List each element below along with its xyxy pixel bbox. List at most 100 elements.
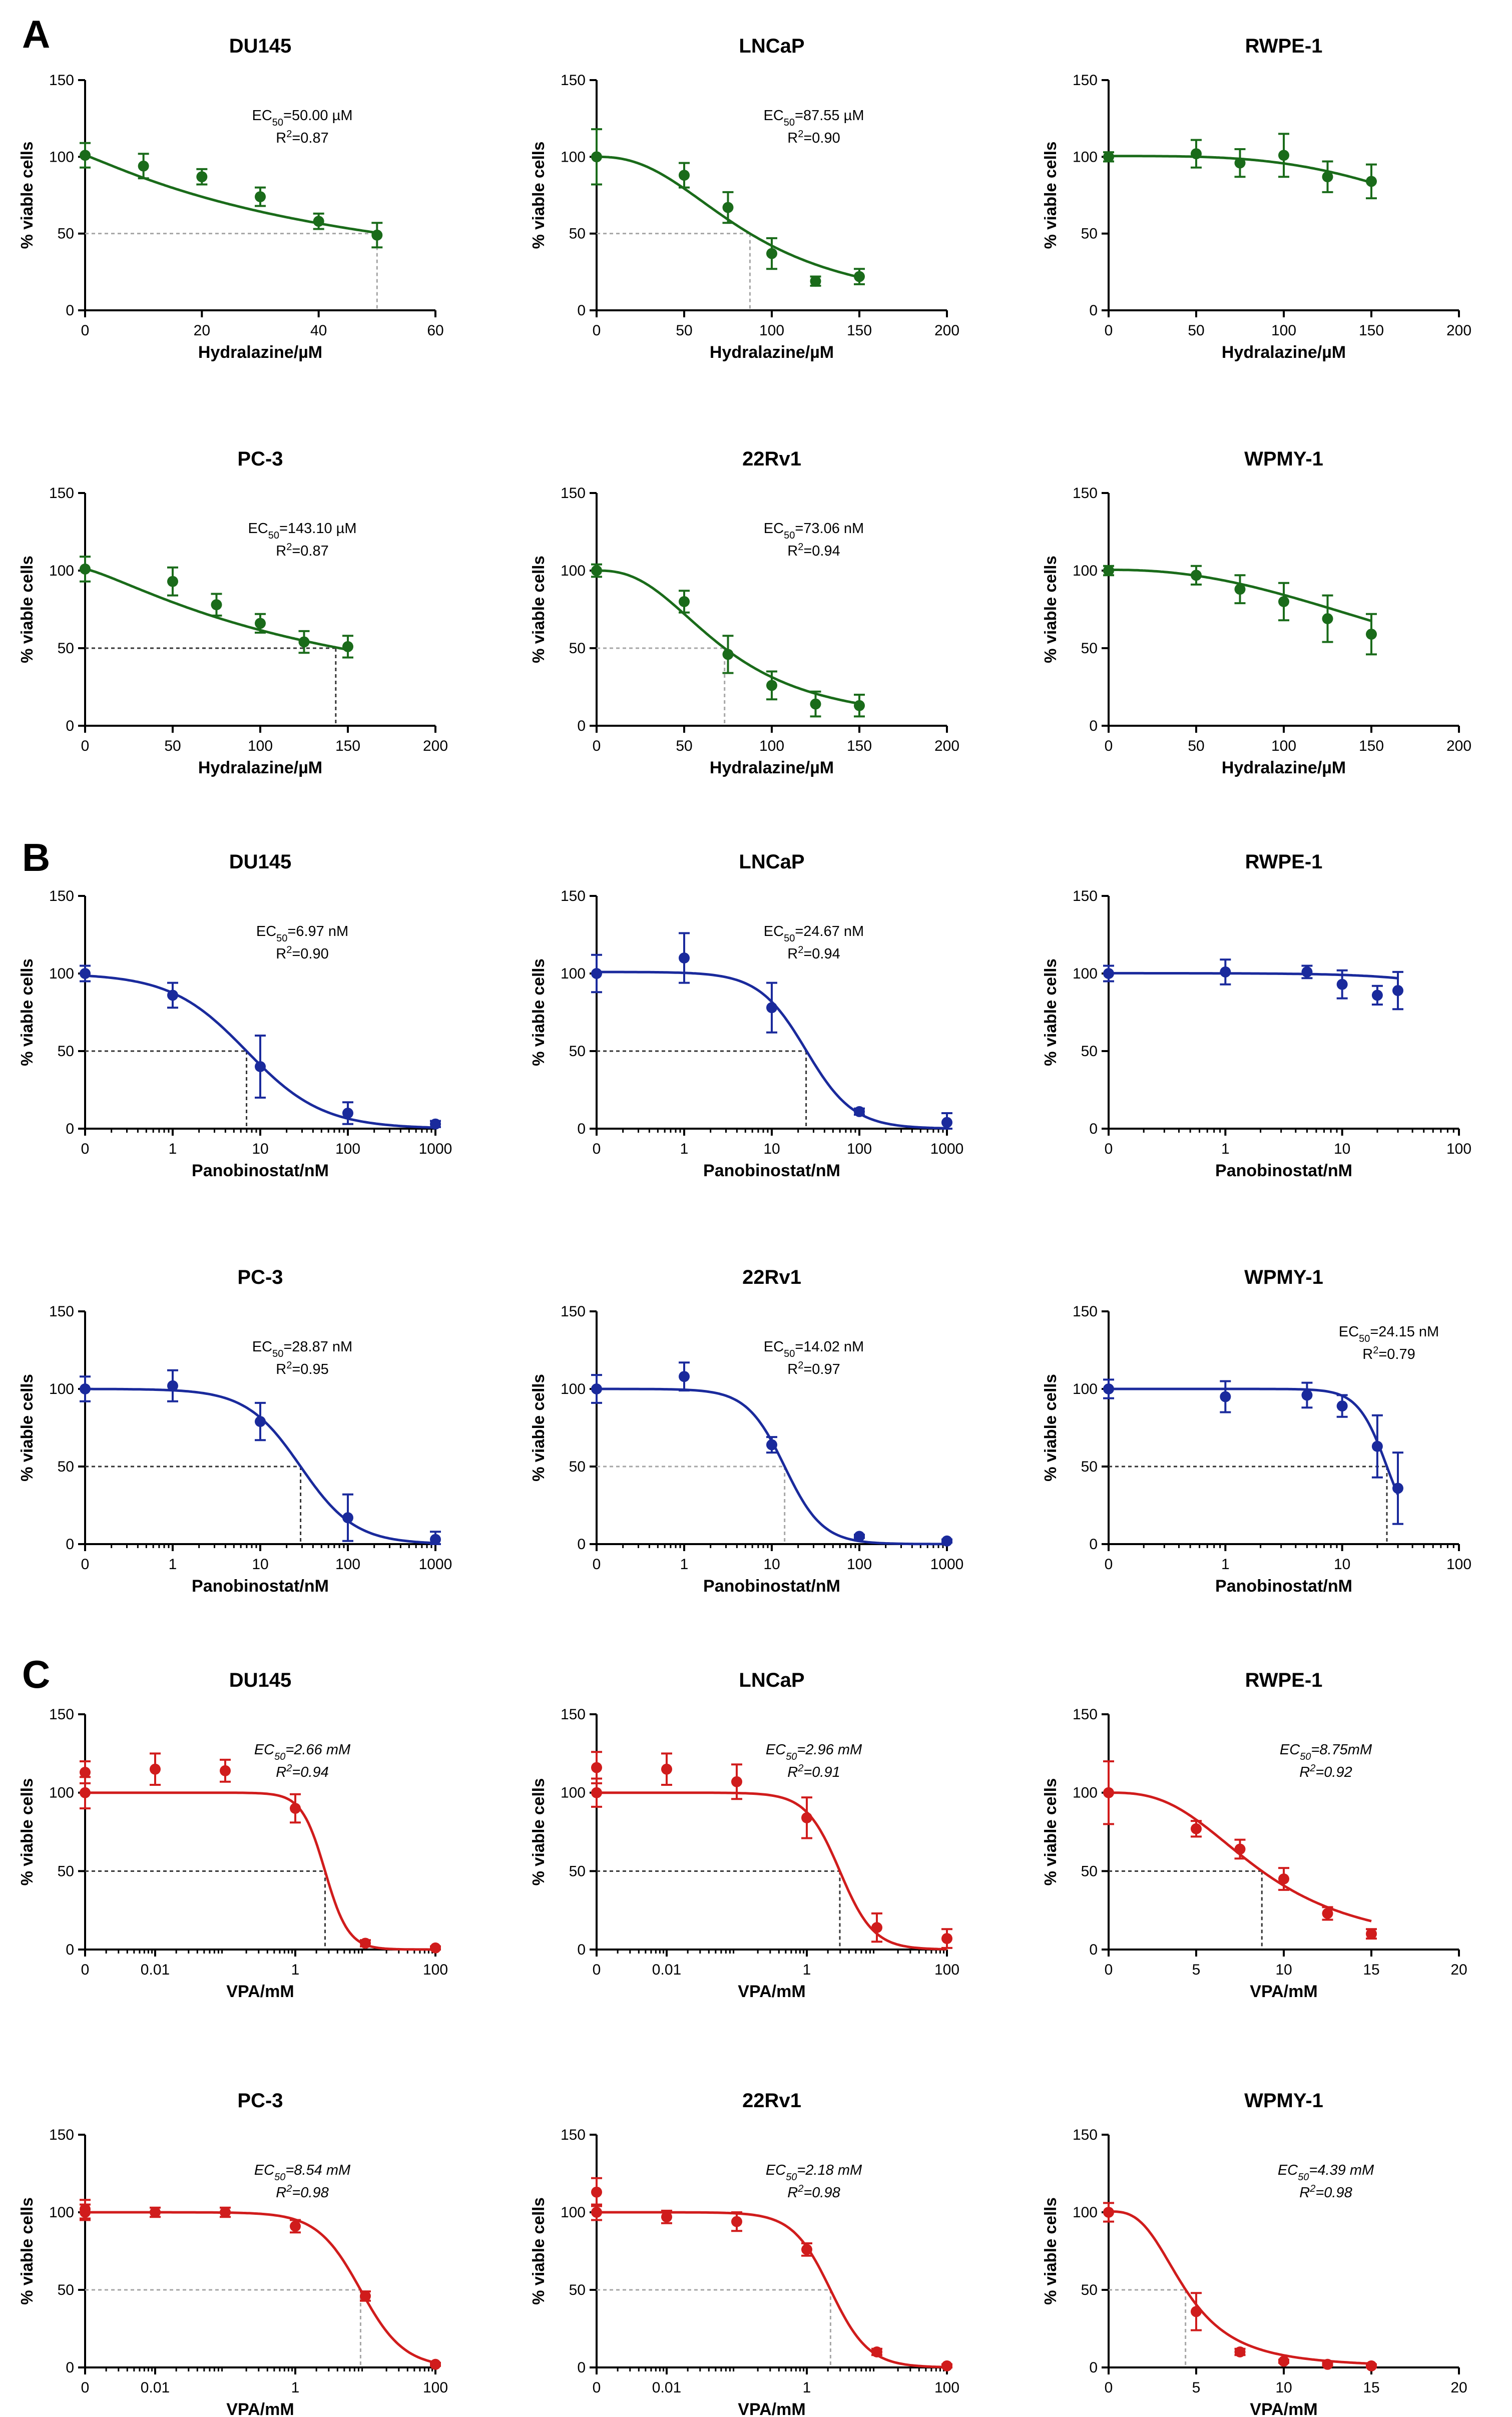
ec50-annotation: EC50=2.18 mM: [766, 2162, 862, 2183]
r2-prefix: R: [787, 1764, 798, 1780]
r2-value: =0.95: [292, 1361, 328, 1377]
data-point: [591, 1762, 602, 1773]
data-point: [591, 1383, 602, 1394]
panel-letter-a: A: [22, 12, 50, 56]
y-tick-label: 50: [569, 226, 586, 242]
chart-title: 22Rv1: [742, 448, 801, 470]
data-point: [679, 952, 690, 963]
ec50-prefix: EC: [766, 2162, 786, 2178]
x-tick-label: 0: [593, 1556, 601, 1573]
data-point: [360, 2290, 371, 2302]
chart-title: LNCaP: [739, 1669, 804, 1691]
panel-letter-b: B: [22, 835, 50, 879]
y-axis-label: % viable cells: [18, 958, 36, 1066]
data-point: [854, 1531, 865, 1542]
chart-c-4: 0 50 100 150 0 0.01 1 100 PC-3 VPA/mM % viable cel…: [18, 2090, 448, 2417]
y-tick-label: 50: [58, 1043, 74, 1060]
ec50-value: =50.00 µM: [283, 108, 352, 124]
x-axis-label: VPA/mM: [1250, 2400, 1317, 2417]
r2-value: =0.98: [292, 2185, 328, 2201]
y-tick-label: 0: [66, 1536, 74, 1553]
data-point: [1366, 176, 1377, 187]
data-point: [1191, 2306, 1202, 2317]
y-tick-label: 100: [561, 1381, 586, 1397]
y-tick-label: 50: [1081, 1043, 1098, 1060]
y-tick-label: 100: [1073, 1785, 1098, 1801]
chart-title: PC-3: [237, 2090, 283, 2112]
ec50-annotation: EC50=28.87 nM: [252, 1339, 352, 1359]
chart-a-3: 0 50 100 150 0 50 100 150 200 RWPE-1 Hydralazine/µ…: [1041, 35, 1471, 362]
data-point: [255, 1061, 266, 1072]
data-point: [1103, 151, 1114, 163]
x-axis-label: Panobinostat/nM: [192, 1577, 329, 1596]
x-tick-label: 0: [593, 322, 601, 339]
fit-curve: [597, 2211, 947, 2368]
x-tick-label: 1000: [419, 1141, 452, 1157]
x-tick-label: 50: [164, 738, 181, 754]
y-tick-label: 100: [49, 563, 74, 579]
data-point: [810, 698, 821, 710]
ec50-annotation: EC50=8.75mM: [1280, 1742, 1372, 1762]
data-point: [138, 160, 149, 172]
ec50-subscript: 50: [1298, 2172, 1309, 2183]
data-point: [1336, 1400, 1348, 1412]
r2-value: =0.79: [1378, 1346, 1415, 1362]
chart-title: DU145: [229, 1669, 292, 1691]
r2-prefix: R: [276, 130, 286, 146]
y-tick-label: 100: [1073, 563, 1098, 579]
r2-value: =0.90: [292, 946, 328, 962]
r2-superscript: 2: [1309, 1763, 1315, 1774]
y-tick-label: 100: [1073, 965, 1098, 982]
ec50-value: =4.39 mM: [1309, 2162, 1374, 2178]
x-tick-label: 150: [847, 322, 872, 339]
ec50-annotation: EC50=87.55 µM: [764, 108, 864, 128]
x-tick-label: 10: [1275, 1962, 1292, 1978]
y-tick-label: 0: [577, 1942, 586, 1958]
r2-prefix: R: [276, 1764, 286, 1780]
ec50-prefix: EC: [764, 521, 784, 537]
y-tick-label: 100: [561, 149, 586, 165]
x-tick-label: 1: [803, 1962, 811, 1978]
x-tick-label: 100: [1446, 1141, 1471, 1157]
data-point: [679, 170, 690, 181]
ec50-subscript: 50: [268, 530, 279, 541]
chart-title: RWPE-1: [1245, 1669, 1323, 1691]
y-tick-label: 50: [58, 2282, 74, 2298]
ec50-prefix: EC: [1278, 2162, 1298, 2178]
chart-title: WPMY-1: [1244, 1266, 1323, 1288]
y-tick-label: 50: [1081, 2282, 1098, 2298]
data-point: [1371, 990, 1383, 1001]
chart-title: DU145: [229, 35, 292, 57]
y-tick-label: 0: [577, 2359, 586, 2376]
r2-annotation: R2=0.98: [787, 2183, 840, 2201]
y-tick-label: 0: [1089, 718, 1098, 734]
r2-superscript: 2: [797, 2183, 803, 2194]
y-tick-label: 150: [561, 1303, 586, 1320]
data-point: [1103, 565, 1114, 576]
x-tick-label: 10: [252, 1141, 268, 1157]
y-tick-label: 0: [1089, 1942, 1098, 1958]
x-tick-label: 0: [81, 1962, 90, 1978]
fit-curve: [1109, 972, 1398, 980]
x-tick-label: 100: [847, 1556, 872, 1573]
x-tick-label: 10: [1334, 1556, 1350, 1573]
x-tick-label: 20: [1450, 1962, 1467, 1978]
chart-title: WPMY-1: [1244, 448, 1323, 470]
r2-prefix: R: [276, 1361, 286, 1377]
data-point: [1322, 1907, 1333, 1919]
y-tick-label: 0: [66, 302, 74, 319]
fit-curve: [85, 1791, 435, 1951]
x-tick-label: 1: [680, 1556, 689, 1573]
data-point: [1278, 1873, 1289, 1884]
data-point: [80, 1766, 91, 1778]
x-axis-label: Hydralazine/µM: [710, 758, 834, 777]
y-tick-label: 150: [561, 72, 586, 89]
x-tick-label: 0: [593, 2379, 601, 2396]
ec50-value: =143.10 µM: [279, 521, 357, 537]
y-tick-label: 150: [561, 485, 586, 502]
ec50-subscript: 50: [1300, 1751, 1311, 1762]
data-point: [1371, 1440, 1383, 1452]
ec50-subscript: 50: [786, 1751, 797, 1762]
y-tick-label: 0: [66, 1942, 74, 1958]
